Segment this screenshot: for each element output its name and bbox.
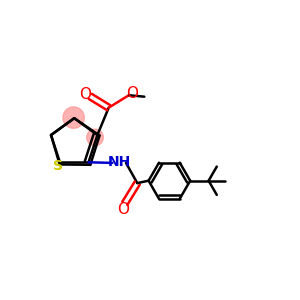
Text: O: O <box>127 86 139 101</box>
Circle shape <box>63 107 84 128</box>
Text: O: O <box>117 202 129 217</box>
Text: NH: NH <box>108 155 131 169</box>
Text: O: O <box>79 87 91 102</box>
Circle shape <box>87 129 103 146</box>
Text: S: S <box>53 159 63 173</box>
